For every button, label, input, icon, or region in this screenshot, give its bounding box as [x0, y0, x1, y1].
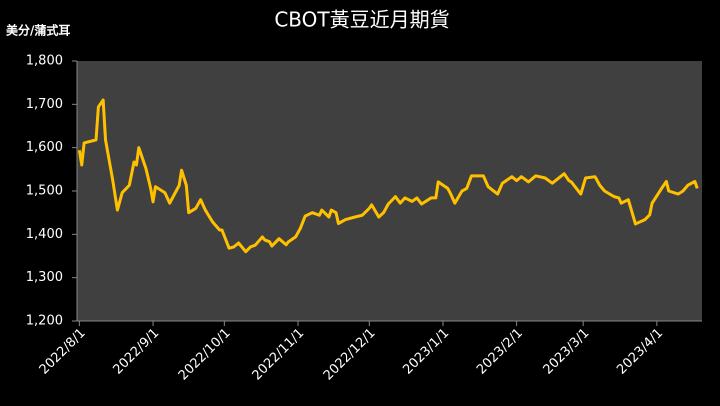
- price-line: [77, 98, 699, 254]
- y-tick-label: 1,200: [26, 314, 63, 329]
- x-tick-label: 2022/9/1: [110, 326, 162, 378]
- y-tick-label: 1,700: [26, 97, 63, 112]
- x-tick-label: 2022/11/1: [250, 326, 308, 384]
- chart-title: CBOT黃豆近月期貨: [274, 8, 449, 32]
- y-tick-label: 1,400: [26, 227, 63, 242]
- x-tick-label: 2023/1/1: [400, 326, 452, 378]
- x-tick-label: 2023/4/1: [614, 326, 666, 378]
- x-tick-label: 2022/12/1: [321, 326, 379, 384]
- y-tick-label: 1,800: [26, 54, 63, 69]
- y-tick-label: 1,300: [26, 270, 63, 285]
- x-tick-label: 2022/8/1: [37, 326, 89, 378]
- plot-area: [77, 61, 702, 321]
- x-tick-label: 2022/10/1: [176, 326, 234, 384]
- x-tick-label: 2023/3/1: [541, 326, 593, 378]
- y-axis-label: 美分/蒲式耳: [6, 23, 70, 38]
- y-tick-label: 1,600: [26, 140, 63, 155]
- x-tick-label: 2023/2/1: [474, 326, 526, 378]
- y-tick-label: 1,500: [26, 184, 63, 199]
